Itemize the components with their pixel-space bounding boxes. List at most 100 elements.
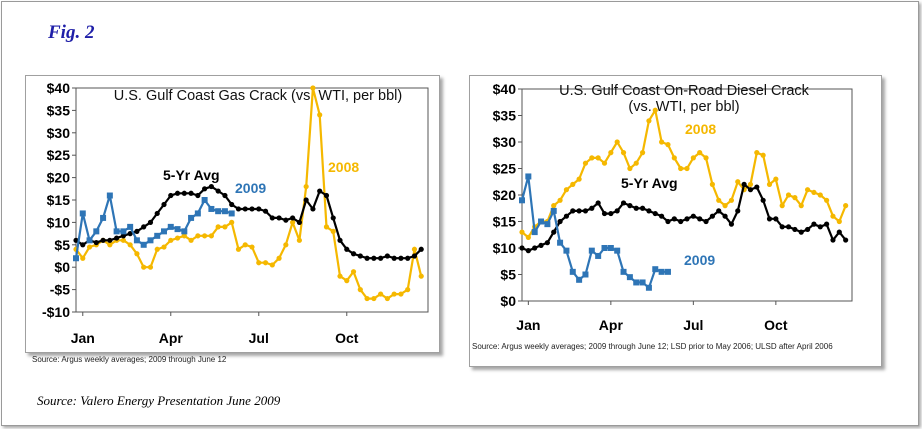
data-point [830, 213, 836, 219]
data-point [728, 221, 735, 227]
series-line-avg [521, 183, 847, 252]
data-point [525, 234, 531, 240]
x-tick-label: Jul [249, 330, 269, 346]
data-point [607, 245, 614, 251]
data-point [174, 235, 181, 241]
data-point [766, 216, 773, 222]
data-point [283, 242, 289, 248]
data-point [830, 237, 836, 243]
data-point [418, 246, 424, 252]
data-point [678, 218, 684, 225]
data-point [147, 264, 154, 270]
data-point [113, 228, 120, 235]
data-point [107, 237, 113, 243]
data-point [595, 200, 601, 206]
data-point [626, 274, 633, 281]
data-point [735, 208, 741, 214]
data-point [168, 192, 174, 199]
data-point [195, 233, 201, 239]
data-point [646, 208, 652, 214]
chart-title: U.S. Gulf Coast Gas Crack (vs. WTI, per … [114, 88, 402, 104]
y-tick-label: $10 [47, 214, 71, 230]
data-point [344, 278, 350, 284]
diesel-crack-source-note: Source: Argus weekly averages; 2009 thro… [472, 342, 833, 351]
series-y2009 [73, 192, 235, 262]
y-tick-label: $25 [47, 147, 71, 163]
data-point [576, 176, 582, 182]
data-point [665, 218, 671, 225]
data-point [659, 139, 665, 145]
data-point [107, 242, 113, 248]
data-point [836, 218, 842, 225]
data-point [639, 279, 646, 286]
data-point [391, 255, 397, 261]
data-point [181, 233, 187, 239]
data-point [174, 226, 181, 233]
data-point [317, 188, 323, 194]
data-point [120, 237, 126, 243]
data-point [817, 224, 823, 230]
series-label-avg: 5-Yr Avg [621, 175, 678, 191]
data-point [538, 218, 545, 225]
data-point [697, 216, 703, 222]
data-point [582, 160, 589, 166]
diesel-crack-chart-panel: $0 $5 $10 $15 $20 $25 $30 $35 $40 Jan Apr Jul Oct U.S… [469, 75, 882, 367]
data-point [659, 213, 665, 219]
data-point [228, 210, 235, 217]
data-point [792, 226, 798, 233]
data-point [330, 215, 336, 221]
data-point [557, 218, 563, 225]
data-point [134, 228, 140, 234]
y-tick-label: -$5 [50, 282, 70, 298]
data-point [538, 242, 544, 248]
data-point [371, 255, 377, 261]
data-point [589, 205, 595, 211]
data-point [697, 150, 703, 156]
data-point [633, 205, 639, 211]
data-point [652, 266, 659, 273]
data-point [836, 229, 842, 235]
series-label-y2009: 2009 [684, 252, 715, 268]
data-point [364, 295, 370, 302]
data-point [202, 186, 208, 192]
x-tick-label: Jul [683, 317, 703, 333]
data-point [519, 197, 525, 204]
data-point [262, 260, 269, 266]
x-tick-label: Apr [599, 317, 624, 333]
data-point [411, 246, 418, 252]
data-point [141, 224, 147, 230]
data-point [378, 291, 384, 297]
y-tick-label: $20 [47, 170, 71, 186]
data-point [371, 295, 377, 302]
series-y2008 [519, 107, 849, 240]
data-point [283, 217, 289, 223]
data-point [588, 247, 595, 254]
data-point [154, 246, 160, 252]
data-point [167, 223, 174, 230]
data-point [519, 245, 525, 251]
data-point [134, 251, 140, 257]
data-point [161, 244, 167, 250]
data-point [303, 183, 309, 190]
data-point [398, 255, 404, 261]
data-point [195, 192, 201, 199]
x-tick-label: Oct [335, 330, 359, 346]
series-line-y2008 [75, 86, 423, 300]
data-point [73, 255, 79, 262]
data-point [570, 181, 576, 187]
data-point [100, 237, 106, 243]
data-point [337, 237, 343, 243]
data-point [80, 242, 86, 248]
data-point [249, 244, 255, 250]
data-point [174, 190, 181, 196]
data-point [357, 253, 363, 259]
data-point [614, 139, 620, 145]
figure-label: Fig. 2 [48, 22, 95, 43]
data-point [303, 197, 309, 203]
data-point [276, 255, 282, 261]
data-point [760, 197, 766, 203]
data-point [569, 268, 576, 275]
series-label-y2009: 2009 [235, 180, 266, 196]
diesel-crack-chart: $0 $5 $10 $15 $20 $25 $30 $35 $40 Jan Apr Jul Oct U.S… [493, 81, 853, 333]
